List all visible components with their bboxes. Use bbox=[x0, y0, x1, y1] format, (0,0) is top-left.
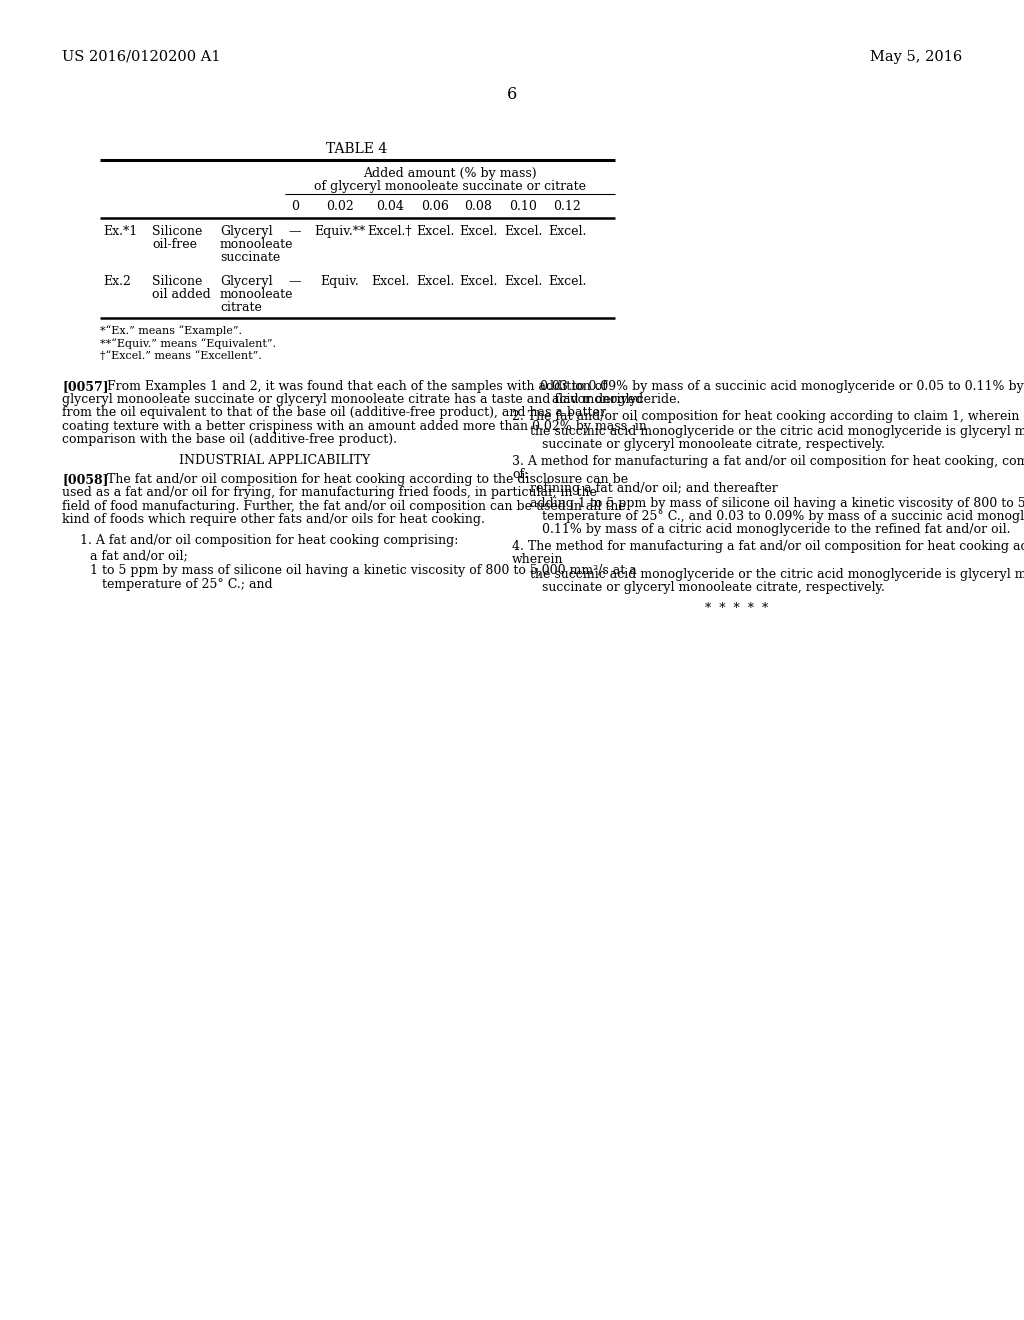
Text: 3. A method for manufacturing a fat and/or oil composition for heat cooking, com: 3. A method for manufacturing a fat and/… bbox=[512, 455, 1024, 469]
Text: monooleate: monooleate bbox=[220, 238, 294, 251]
Text: INDUSTRIAL APPLICABILITY: INDUSTRIAL APPLICABILITY bbox=[179, 454, 370, 467]
Text: oil added: oil added bbox=[152, 288, 211, 301]
Text: Excel.: Excel. bbox=[548, 224, 586, 238]
Text: From Examples 1 and 2, it was found that each of the samples with addition of: From Examples 1 and 2, it was found that… bbox=[106, 380, 607, 393]
Text: 0.02: 0.02 bbox=[326, 201, 354, 213]
Text: succinate or glyceryl monooleate citrate, respectively.: succinate or glyceryl monooleate citrate… bbox=[542, 581, 885, 594]
Text: 0.11% by mass of a citric acid monoglyceride to the refined fat and/or oil.: 0.11% by mass of a citric acid monoglyce… bbox=[542, 523, 1011, 536]
Text: 2. The fat and/or oil composition for heat cooking according to claim 1, wherein: 2. The fat and/or oil composition for he… bbox=[512, 411, 1019, 424]
Text: wherein: wherein bbox=[512, 553, 563, 566]
Text: succinate: succinate bbox=[220, 251, 281, 264]
Text: a fat and/or oil;: a fat and/or oil; bbox=[90, 549, 187, 562]
Text: Excel.: Excel. bbox=[416, 275, 455, 288]
Text: glyceryl monooleate succinate or glyceryl monooleate citrate has a taste and fla: glyceryl monooleate succinate or glycery… bbox=[62, 393, 643, 407]
Text: used as a fat and/or oil for frying, for manufacturing fried foods, in particula: used as a fat and/or oil for frying, for… bbox=[62, 486, 597, 499]
Text: 0.08: 0.08 bbox=[464, 201, 492, 213]
Text: Equiv.: Equiv. bbox=[321, 275, 359, 288]
Text: 0: 0 bbox=[291, 201, 299, 213]
Text: Excel.: Excel. bbox=[504, 224, 542, 238]
Text: TABLE 4: TABLE 4 bbox=[327, 143, 388, 156]
Text: of glyceryl monooleate succinate or citrate: of glyceryl monooleate succinate or citr… bbox=[314, 180, 586, 193]
Text: 0.12: 0.12 bbox=[553, 201, 581, 213]
Text: *“Ex.” means “Example”.: *“Ex.” means “Example”. bbox=[100, 325, 242, 335]
Text: 6: 6 bbox=[507, 86, 517, 103]
Text: Silicone: Silicone bbox=[152, 224, 203, 238]
Text: oil-free: oil-free bbox=[152, 238, 197, 251]
Text: —: — bbox=[289, 224, 301, 238]
Text: Excel.: Excel. bbox=[371, 275, 410, 288]
Text: citrate: citrate bbox=[220, 301, 262, 314]
Text: refining a fat and/or oil; and thereafter: refining a fat and/or oil; and thereafte… bbox=[530, 482, 778, 495]
Text: Excel.†: Excel.† bbox=[368, 224, 413, 238]
Text: the succinic acid monoglyceride or the citric acid monoglyceride is glyceryl mon: the succinic acid monoglyceride or the c… bbox=[530, 568, 1024, 581]
Text: 0.06: 0.06 bbox=[421, 201, 449, 213]
Text: of:: of: bbox=[512, 469, 528, 482]
Text: Excel.: Excel. bbox=[459, 224, 498, 238]
Text: [0057]: [0057] bbox=[62, 380, 109, 393]
Text: †“Excel.” means “Excellent”.: †“Excel.” means “Excellent”. bbox=[100, 351, 262, 360]
Text: the succinic acid monoglyceride or the citric acid monoglyceride is glyceryl mon: the succinic acid monoglyceride or the c… bbox=[530, 425, 1024, 438]
Text: coating texture with a better crispiness with an amount added more than 0.02% by: coating texture with a better crispiness… bbox=[62, 420, 647, 433]
Text: Ex.2: Ex.2 bbox=[103, 275, 131, 288]
Text: succinate or glyceryl monooleate citrate, respectively.: succinate or glyceryl monooleate citrate… bbox=[542, 438, 885, 451]
Text: 0.10: 0.10 bbox=[509, 201, 537, 213]
Text: acid monoglyceride.: acid monoglyceride. bbox=[552, 393, 680, 407]
Text: Excel.: Excel. bbox=[504, 275, 542, 288]
Text: comparison with the base oil (additive-free product).: comparison with the base oil (additive-f… bbox=[62, 433, 397, 446]
Text: monooleate: monooleate bbox=[220, 288, 294, 301]
Text: 1 to 5 ppm by mass of silicone oil having a kinetic viscosity of 800 to 5,000 mm: 1 to 5 ppm by mass of silicone oil havin… bbox=[90, 565, 637, 577]
Text: **“Equiv.” means “Equivalent”.: **“Equiv.” means “Equivalent”. bbox=[100, 338, 276, 348]
Text: Silicone: Silicone bbox=[152, 275, 203, 288]
Text: Excel.: Excel. bbox=[459, 275, 498, 288]
Text: Glyceryl: Glyceryl bbox=[220, 224, 272, 238]
Text: May 5, 2016: May 5, 2016 bbox=[869, 50, 962, 63]
Text: field of food manufacturing. Further, the fat and/or oil composition can be used: field of food manufacturing. Further, th… bbox=[62, 499, 626, 512]
Text: —: — bbox=[289, 275, 301, 288]
Text: [0058]: [0058] bbox=[62, 473, 109, 486]
Text: 4. The method for manufacturing a fat and/or oil composition for heat cooking ac: 4. The method for manufacturing a fat an… bbox=[512, 540, 1024, 553]
Text: Added amount (% by mass): Added amount (% by mass) bbox=[364, 168, 537, 180]
Text: adding 1 to 5 ppm by mass of silicone oil having a kinetic viscosity of 800 to 5: adding 1 to 5 ppm by mass of silicone oi… bbox=[530, 496, 1024, 510]
Text: from the oil equivalent to that of the base oil (additive-free product), and has: from the oil equivalent to that of the b… bbox=[62, 407, 606, 420]
Text: The fat and/or oil composition for heat cooking according to the disclosure can : The fat and/or oil composition for heat … bbox=[106, 473, 628, 486]
Text: kind of foods which require other fats and/or oils for heat cooking.: kind of foods which require other fats a… bbox=[62, 512, 485, 525]
Text: temperature of 25° C.; and: temperature of 25° C.; and bbox=[102, 578, 272, 590]
Text: 0.03 to 0.09% by mass of a succinic acid monoglyceride or 0.05 to 0.11% by mass : 0.03 to 0.09% by mass of a succinic acid… bbox=[540, 380, 1024, 393]
Text: Excel.: Excel. bbox=[548, 275, 586, 288]
Text: Equiv.**: Equiv.** bbox=[314, 224, 366, 238]
Text: Glyceryl: Glyceryl bbox=[220, 275, 272, 288]
Text: Excel.: Excel. bbox=[416, 224, 455, 238]
Text: 1. A fat and/or oil composition for heat cooking comprising:: 1. A fat and/or oil composition for heat… bbox=[80, 535, 459, 546]
Text: temperature of 25° C., and 0.03 to 0.09% by mass of a succinic acid monoglycerid: temperature of 25° C., and 0.03 to 0.09%… bbox=[542, 510, 1024, 523]
Text: US 2016/0120200 A1: US 2016/0120200 A1 bbox=[62, 50, 220, 63]
Text: Ex.*1: Ex.*1 bbox=[103, 224, 137, 238]
Text: 0.04: 0.04 bbox=[376, 201, 403, 213]
Text: *  *  *  *  *: * * * * * bbox=[706, 602, 769, 615]
